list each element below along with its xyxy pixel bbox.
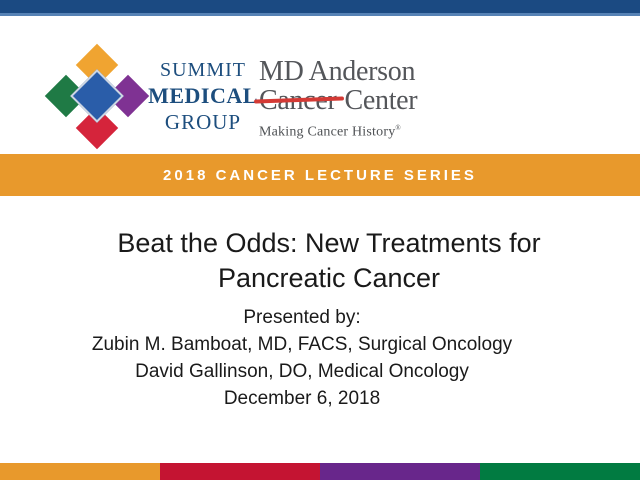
subtitle-presenter-1: Zubin M. Bamboat, MD, FACS, Surgical Onc… [91, 334, 513, 355]
stripe-segment-red [160, 463, 320, 480]
stripe-segment-purple [320, 463, 480, 480]
stripe-segment-orange [0, 463, 160, 480]
slide-subtitle: Presented by: Zubin M. Bamboat, MD, FACS… [0, 304, 604, 412]
medical-word: MEDICAL [148, 83, 258, 108]
subtitle-presented-by: Presented by: [243, 307, 361, 328]
struck-word-cancer: Cancer [253, 86, 345, 115]
registered-trademark-symbol: ® [395, 124, 401, 132]
diamond-blue-center-icon [70, 69, 124, 123]
top-navy-bar [0, 0, 640, 13]
title-line-1: Beat the Odds: New Treatments for [117, 228, 541, 258]
group-word: GROUP [164, 110, 242, 134]
md-anderson-logo: MD Anderson Cancer Center Making Cancer … [253, 56, 459, 141]
stripe-segment-green [480, 463, 640, 480]
summit-medical-group-logo-icon [44, 43, 150, 150]
summit-logo-wordmark: SUMMIT MEDICAL GROUP [146, 57, 260, 135]
center-word: Center [344, 85, 418, 116]
footer-color-stripe [0, 463, 640, 480]
subtitle-presenter-2: David Gallinson, DO, Medical Oncology [135, 361, 469, 382]
summit-word: SUMMIT [159, 59, 246, 81]
lecture-series-banner: 2018 CANCER LECTURE SERIES [0, 154, 640, 196]
slide-title: Beat the Odds: New Treatments for Pancre… [0, 226, 640, 296]
md-anderson-tagline: Making Cancer History® [259, 124, 459, 141]
md-anderson-line1: MD Anderson [259, 56, 416, 87]
subtitle-date: December 6, 2018 [223, 388, 381, 409]
md-anderson-line2: Cancer Center [253, 85, 459, 116]
title-line-2: Pancreatic Cancer [217, 263, 441, 293]
banner-label: 2018 CANCER LECTURE SERIES [163, 166, 477, 184]
header-logo-area: SUMMIT MEDICAL GROUP MD Anderson Cancer … [0, 16, 640, 154]
top-bar-accent-line [0, 13, 640, 16]
tagline-text: Making Cancer History [259, 124, 396, 140]
